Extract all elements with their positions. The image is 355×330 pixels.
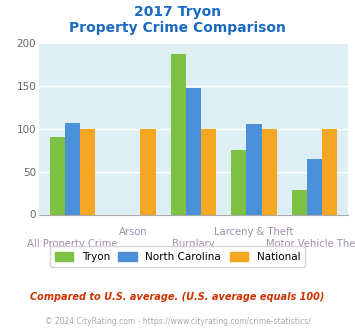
Legend: Tryon, North Carolina, National: Tryon, North Carolina, National xyxy=(49,247,306,267)
Text: 2017 Tryon: 2017 Tryon xyxy=(134,5,221,19)
Text: Motor Vehicle Theft: Motor Vehicle Theft xyxy=(266,239,355,249)
Text: Larceny & Theft: Larceny & Theft xyxy=(214,227,294,237)
Bar xyxy=(246,124,262,214)
Text: Property Crime Comparison: Property Crime Comparison xyxy=(69,21,286,35)
Text: All Property Crime: All Property Crime xyxy=(27,239,118,249)
Bar xyxy=(80,129,95,214)
Text: Arson: Arson xyxy=(119,227,147,237)
Text: © 2024 CityRating.com - https://www.cityrating.com/crime-statistics/: © 2024 CityRating.com - https://www.city… xyxy=(45,317,310,326)
Bar xyxy=(231,150,246,214)
Bar xyxy=(186,87,201,214)
Bar xyxy=(171,54,186,214)
Bar xyxy=(65,123,80,214)
Bar xyxy=(307,159,322,214)
Bar xyxy=(322,129,337,214)
Bar xyxy=(50,137,65,214)
Bar xyxy=(201,129,216,214)
Text: Burglary: Burglary xyxy=(172,239,215,249)
Bar xyxy=(292,190,307,215)
Bar xyxy=(262,129,277,214)
Text: Compared to U.S. average. (U.S. average equals 100): Compared to U.S. average. (U.S. average … xyxy=(30,292,325,302)
Bar xyxy=(141,129,155,214)
